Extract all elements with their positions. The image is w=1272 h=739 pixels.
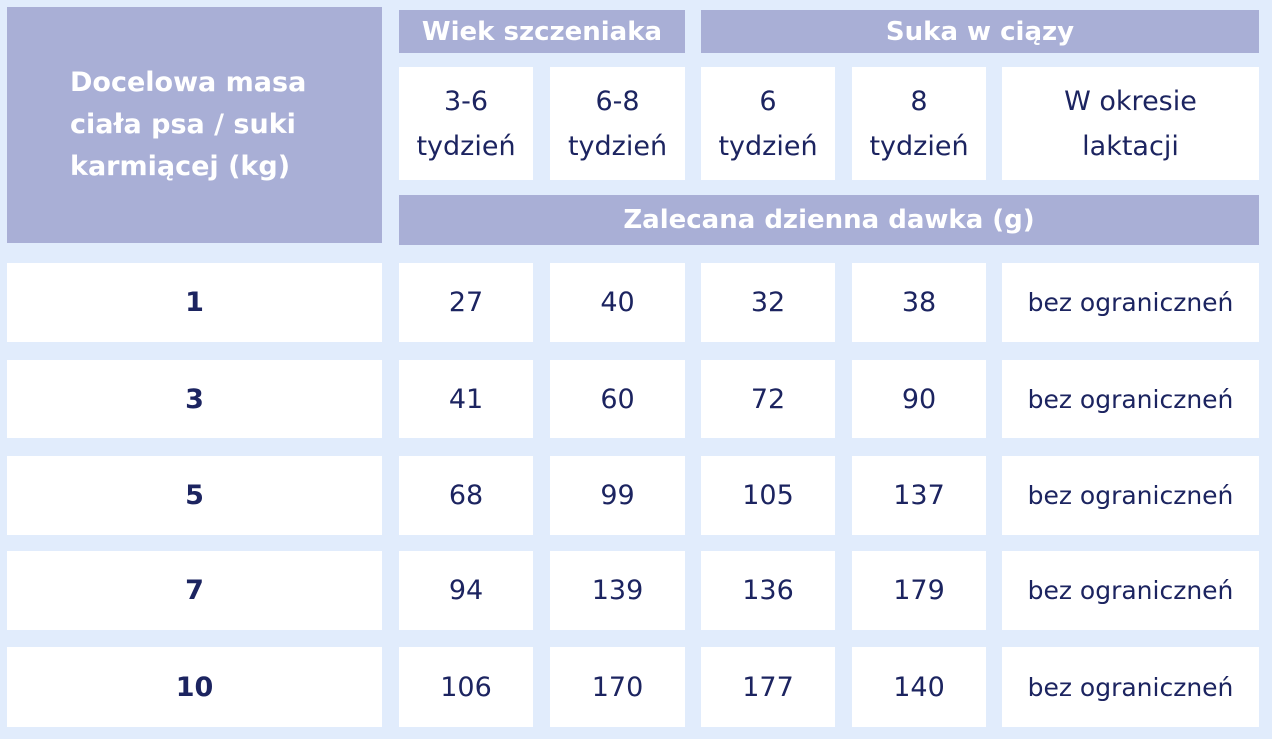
dose-cell: 40 (550, 263, 685, 342)
group-header-puppy: Wiek szczeniaka (399, 10, 685, 53)
weight-cell: 3 (7, 360, 382, 438)
dose-cell: 170 (550, 647, 685, 727)
dose-cell: bez ograniczneń (1002, 456, 1259, 535)
dose-cell: 90 (852, 360, 986, 438)
dose-cell: 68 (399, 456, 533, 535)
dose-cell: 72 (701, 360, 835, 438)
dose-cell: 139 (550, 551, 685, 630)
dose-cell: 137 (852, 456, 986, 535)
dose-cell: 177 (701, 647, 835, 727)
weight-cell: 10 (7, 647, 382, 727)
subcolumn-header: 6-8 tydzień (550, 67, 685, 180)
subcolumn-header: 8 tydzień (852, 67, 986, 180)
weight-cell: 5 (7, 456, 382, 535)
dose-cell: 38 (852, 263, 986, 342)
dose-cell: 32 (701, 263, 835, 342)
weight-cell: 1 (7, 263, 382, 342)
dose-cell: 41 (399, 360, 533, 438)
dose-cell: bez ograniczneń (1002, 551, 1259, 630)
dose-cell: 179 (852, 551, 986, 630)
dose-cell: 105 (701, 456, 835, 535)
dose-cell: bez ograniczneń (1002, 263, 1259, 342)
dose-header: Zalecana dzienna dawka (g) (399, 195, 1259, 245)
corner-header: Docelowa masa ciała psa / suki karmiącej… (7, 7, 382, 243)
weight-cell: 7 (7, 551, 382, 630)
dose-cell: 60 (550, 360, 685, 438)
dose-cell: bez ograniczneń (1002, 360, 1259, 438)
dose-cell: 27 (399, 263, 533, 342)
subcolumn-header: 3-6 tydzień (399, 67, 533, 180)
dose-cell: 94 (399, 551, 533, 630)
subcolumn-header: W okresie laktacji (1002, 67, 1259, 180)
subcolumn-header: 6 tydzień (701, 67, 835, 180)
dose-cell: 106 (399, 647, 533, 727)
dose-cell: 140 (852, 647, 986, 727)
group-header-pregnant: Suka w ciązy (701, 10, 1259, 53)
dose-cell: 99 (550, 456, 685, 535)
dose-cell: 136 (701, 551, 835, 630)
dose-cell: bez ograniczneń (1002, 647, 1259, 727)
